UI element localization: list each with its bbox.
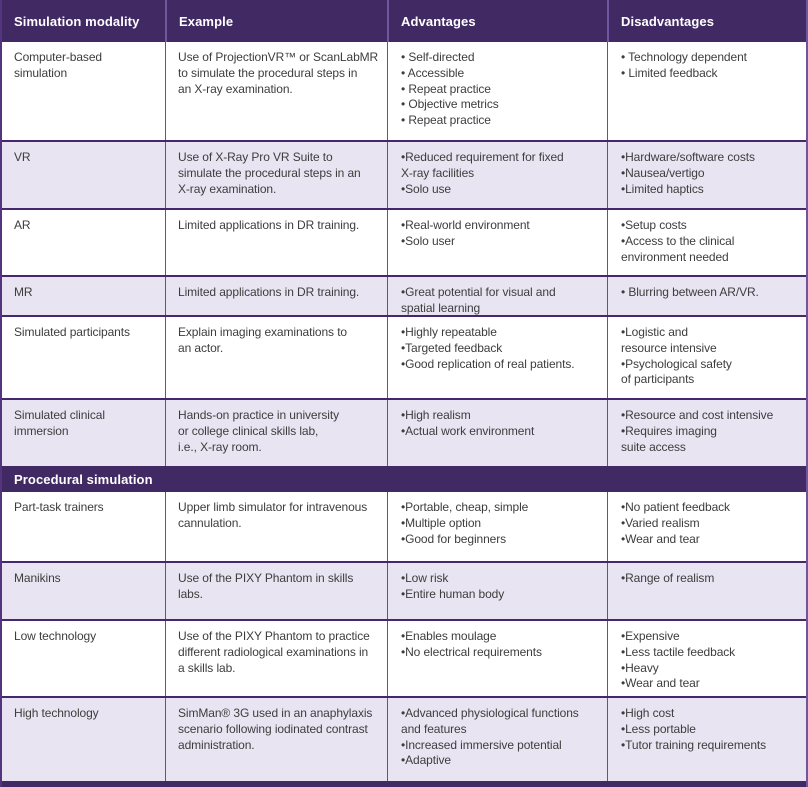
cell-modality: Low technology — [14, 629, 96, 643]
cell-modality: Simulated clinical immersion — [14, 408, 105, 438]
column-header-disadvantages: Disadvantages — [607, 0, 806, 42]
cell-advantages: • Self-directed • Accessible • Repeat pr… — [387, 42, 607, 140]
cell-example: Use of the PIXY Phantom in skills labs. — [165, 563, 387, 619]
cell-modality: Manikins — [14, 571, 61, 585]
cell-advantages: •Enables moulage •No electrical requirem… — [387, 621, 607, 696]
cell-disadvantages: •Range of realism — [607, 563, 806, 619]
cell-modality: MR — [14, 285, 33, 299]
table-row-vr: VR Use of X-Ray Pro VR Suite to simulate… — [2, 140, 806, 208]
cell-modality: Part-task trainers — [14, 500, 104, 514]
cell-modality: High technology — [14, 706, 99, 720]
cell-example: Use of ProjectionVR™ or ScanLabMR to sim… — [165, 42, 387, 140]
table-row-high-technology: High technology SimMan® 3G used in an an… — [2, 696, 806, 781]
cell-example: Hands-on practice in university or colle… — [165, 400, 387, 466]
cell-disadvantages: •High cost •Less portable •Tutor trainin… — [607, 698, 806, 781]
column-header-advantages: Advantages — [387, 0, 607, 42]
cell-modality: AR — [14, 218, 31, 232]
cell-advantages: •High realism •Actual work environment — [387, 400, 607, 466]
cell-example: Use of X-Ray Pro VR Suite to simulate th… — [165, 142, 387, 208]
table-row-low-technology: Low technology Use of the PIXY Phantom t… — [2, 619, 806, 696]
cell-example: Explain imaging examinations to an actor… — [165, 317, 387, 398]
column-header-simulation-modality: Simulation modality — [14, 13, 140, 29]
cell-example: Use of the PIXY Phantom to practice diff… — [165, 621, 387, 696]
cell-advantages: •Great potential for visual and spatial … — [387, 277, 607, 315]
cell-modality: VR — [14, 150, 31, 164]
cell-disadvantages: • Blurring between AR/VR. — [607, 277, 806, 315]
cell-disadvantages: •Hardware/software costs •Nausea/vertigo… — [607, 142, 806, 208]
section-header-procedural-simulation: Procedural simulation — [2, 466, 806, 492]
cell-disadvantages: •Resource and cost intensive •Requires i… — [607, 400, 806, 466]
cell-disadvantages: •Expensive •Less tactile feedback •Heavy… — [607, 621, 806, 696]
cell-advantages: •Reduced requirement for fixed X-ray fac… — [387, 142, 607, 208]
table-row-simulated-clinical-immersion: Simulated clinical immersion Hands-on pr… — [2, 398, 806, 466]
cell-advantages: •Highly repeatable •Targeted feedback •G… — [387, 317, 607, 398]
cell-example: SimMan® 3G used in an anaphylaxis scenar… — [165, 698, 387, 781]
cell-advantages: •Advanced physiological functions and fe… — [387, 698, 607, 781]
cell-example: Upper limb simulator for intravenous can… — [165, 492, 387, 561]
table-header-row: Simulation modality Example Advantages D… — [2, 0, 806, 42]
cell-modality: Computer-based simulation — [14, 50, 102, 80]
cell-disadvantages: •No patient feedback •Varied realism •We… — [607, 492, 806, 561]
cell-disadvantages: •Setup costs •Access to the clinical env… — [607, 210, 806, 275]
table-row-part-task-trainers: Part-task trainers Upper limb simulator … — [2, 492, 806, 561]
table-row-manikins: Manikins Use of the PIXY Phantom in skil… — [2, 561, 806, 619]
cell-disadvantages: • Technology dependent • Limited feedbac… — [607, 42, 806, 140]
cell-advantages: •Low risk •Entire human body — [387, 563, 607, 619]
table-bottom-border-bar — [2, 781, 806, 787]
table-row-mr: MR Limited applications in DR training. … — [2, 275, 806, 315]
cell-example: Limited applications in DR training. — [165, 210, 387, 275]
cell-advantages: •Real-world environment •Solo user — [387, 210, 607, 275]
cell-advantages: •Portable, cheap, simple •Multiple optio… — [387, 492, 607, 561]
cell-disadvantages: •Logistic and resource intensive •Psycho… — [607, 317, 806, 398]
table-row-simulated-participants: Simulated participants Explain imaging e… — [2, 315, 806, 398]
table-row-ar: AR Limited applications in DR training. … — [2, 208, 806, 275]
table-row-computer-based-simulation: Computer-based simulation Use of Project… — [2, 42, 806, 140]
cell-example: Limited applications in DR training. — [165, 277, 387, 315]
column-header-example: Example — [165, 0, 387, 42]
cell-modality: Simulated participants — [14, 325, 130, 339]
